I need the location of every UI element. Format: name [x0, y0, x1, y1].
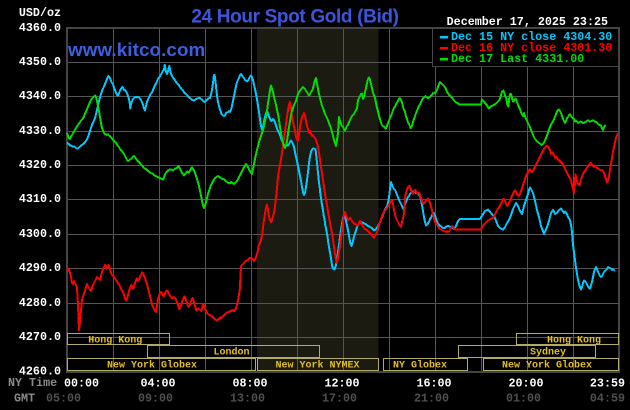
svg-text:13:00: 13:00	[230, 392, 265, 406]
svg-text:4360.0: 4360.0	[19, 21, 61, 35]
svg-text:New York Globex: New York Globex	[502, 360, 592, 372]
svg-text:4310.0: 4310.0	[19, 192, 61, 206]
svg-text:www.kitco.com: www.kitco.com	[67, 39, 205, 60]
svg-text:16:00: 16:00	[416, 377, 451, 391]
svg-text:Dec 17 Last 4331.00: Dec 17 Last 4331.00	[451, 52, 584, 66]
svg-text:05:00: 05:00	[46, 392, 81, 406]
svg-text:4320.0: 4320.0	[19, 158, 61, 172]
svg-text:Hong Kong: Hong Kong	[88, 336, 142, 347]
svg-text:GMT: GMT	[14, 392, 35, 406]
svg-text:24 Hour Spot Gold (Bid): 24 Hour Spot Gold (Bid)	[191, 7, 398, 28]
svg-text:4340.0: 4340.0	[19, 89, 61, 103]
svg-text:23:59: 23:59	[590, 377, 625, 391]
svg-text:17:00: 17:00	[322, 392, 357, 406]
svg-text:01:00: 01:00	[506, 392, 541, 406]
svg-text:New York Globex: New York Globex	[107, 360, 197, 372]
svg-text:Dec 16 NY close 4301.30: Dec 16 NY close 4301.30	[451, 41, 612, 55]
svg-text:Dec 15 NY close 4304.30: Dec 15 NY close 4304.30	[451, 30, 612, 44]
svg-text:4280.0: 4280.0	[19, 296, 61, 310]
svg-text:Hong Kong: Hong Kong	[547, 336, 601, 347]
svg-text:December 17, 2025 23:25: December 17, 2025 23:25	[447, 15, 608, 29]
svg-text:4300.0: 4300.0	[19, 227, 61, 241]
svg-text:09:00: 09:00	[138, 392, 173, 406]
svg-text:4260.0: 4260.0	[19, 364, 61, 378]
svg-text:4270.0: 4270.0	[19, 330, 61, 344]
svg-text:NY Time: NY Time	[8, 376, 57, 390]
svg-text:21:00: 21:00	[414, 392, 449, 406]
svg-text:4350.0: 4350.0	[19, 55, 61, 69]
svg-text:12:00: 12:00	[324, 377, 359, 391]
svg-text:04:00: 04:00	[140, 377, 175, 391]
svg-text:00:00: 00:00	[64, 377, 99, 391]
svg-text:NY Globex: NY Globex	[393, 360, 447, 372]
svg-text:USD/oz: USD/oz	[19, 6, 61, 20]
svg-text:London: London	[213, 347, 249, 359]
svg-text:Sydney: Sydney	[530, 347, 566, 359]
svg-text:4330.0: 4330.0	[19, 124, 61, 138]
svg-text:4290.0: 4290.0	[19, 261, 61, 275]
svg-text:04:59: 04:59	[590, 392, 625, 406]
svg-text:20:00: 20:00	[508, 377, 543, 391]
svg-text:08:00: 08:00	[232, 377, 267, 391]
svg-text:New York NYMEX: New York NYMEX	[275, 360, 359, 372]
